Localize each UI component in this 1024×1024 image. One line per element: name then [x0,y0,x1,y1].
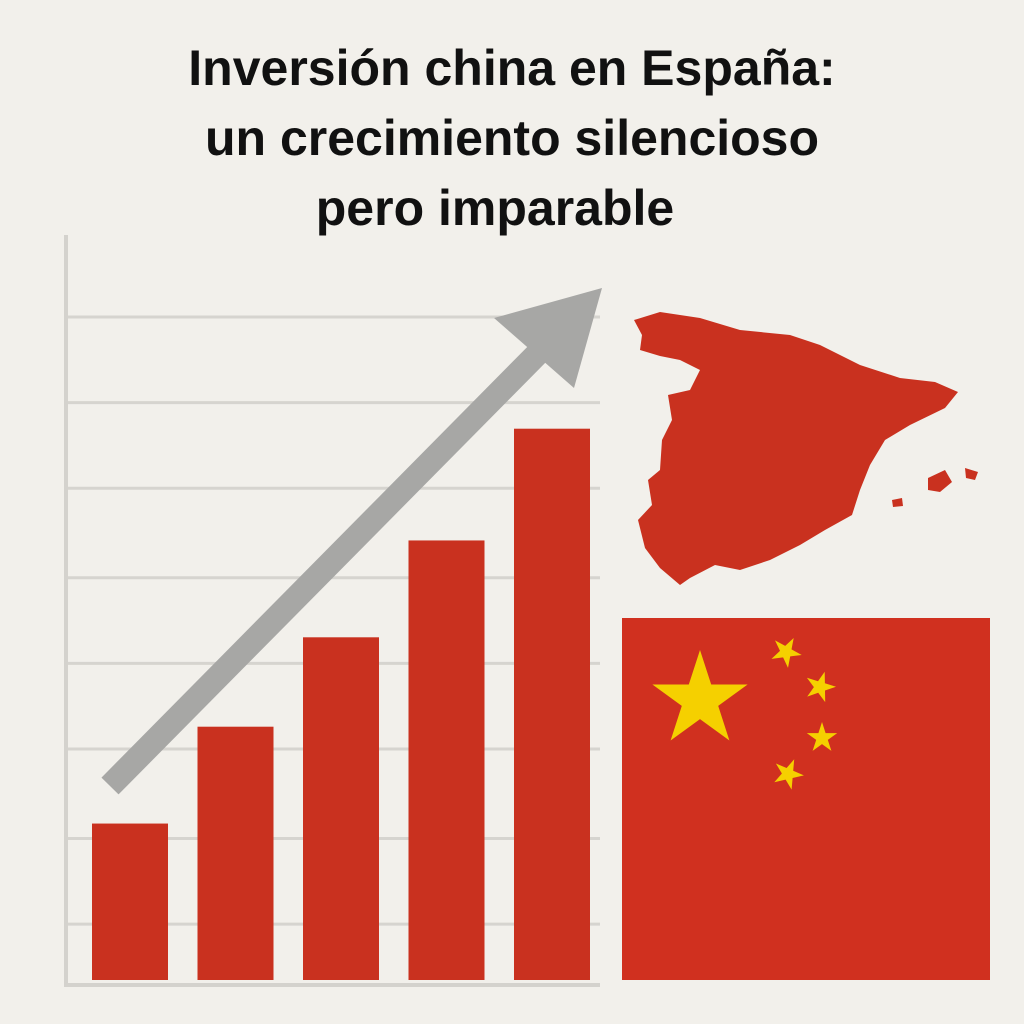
bars [92,428,590,980]
title-line: un crecimiento silencioso [205,110,819,166]
star [774,759,804,790]
title-line: pero imparable [316,180,674,236]
bar [92,823,168,980]
bar [197,726,274,980]
flag-stars [652,638,838,790]
star [806,722,838,751]
china-flag [622,618,990,980]
trend-arrow [101,288,602,795]
bar [514,428,590,980]
spain-map [634,312,978,585]
bar [303,637,379,980]
flag-field [622,618,990,980]
title-line: Inversión china en España: [188,40,835,96]
star [652,650,748,741]
bar [408,540,485,980]
title: Inversión china en España: un crecimiento… [188,40,835,236]
star [771,638,802,668]
star [806,671,836,703]
arrow-shaft [101,334,557,795]
arrow-head [494,288,602,388]
